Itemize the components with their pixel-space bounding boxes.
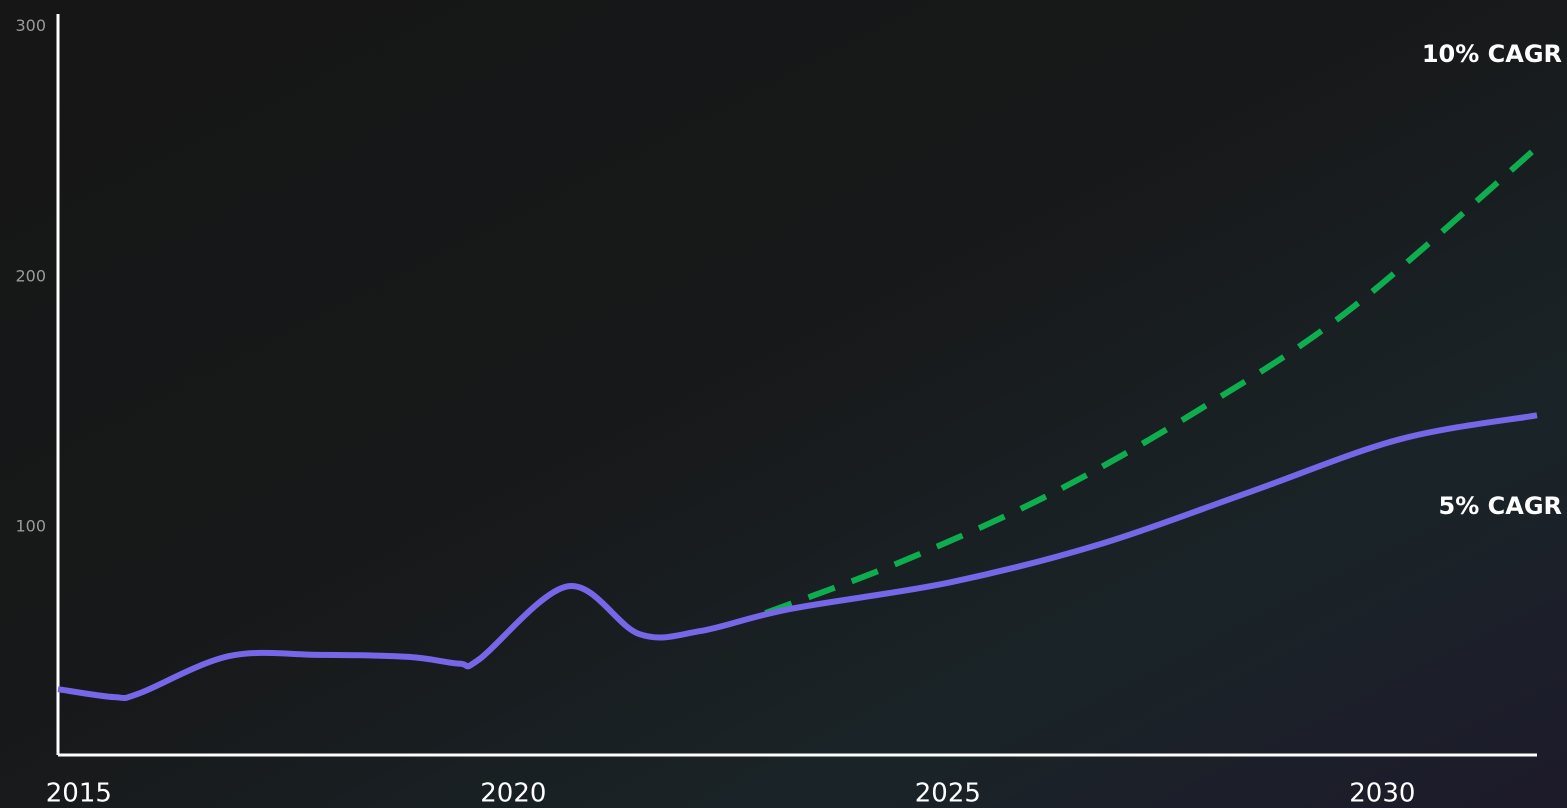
- series-line: [57, 412, 1538, 702]
- series-line: [764, 145, 1539, 616]
- y-tick-label: 300: [15, 16, 46, 35]
- annotation: 5% CAGR: [1439, 492, 1562, 520]
- x-tick-label: 2030: [1349, 779, 1415, 808]
- y-tick-label: 100: [15, 517, 46, 536]
- x-tick-label: 2020: [480, 779, 546, 808]
- y-tick-label: 200: [15, 266, 46, 285]
- x-tick-label: 2025: [915, 779, 981, 808]
- annotation: 10% CAGR: [1422, 40, 1562, 68]
- x-tick-label: 2015: [46, 779, 112, 808]
